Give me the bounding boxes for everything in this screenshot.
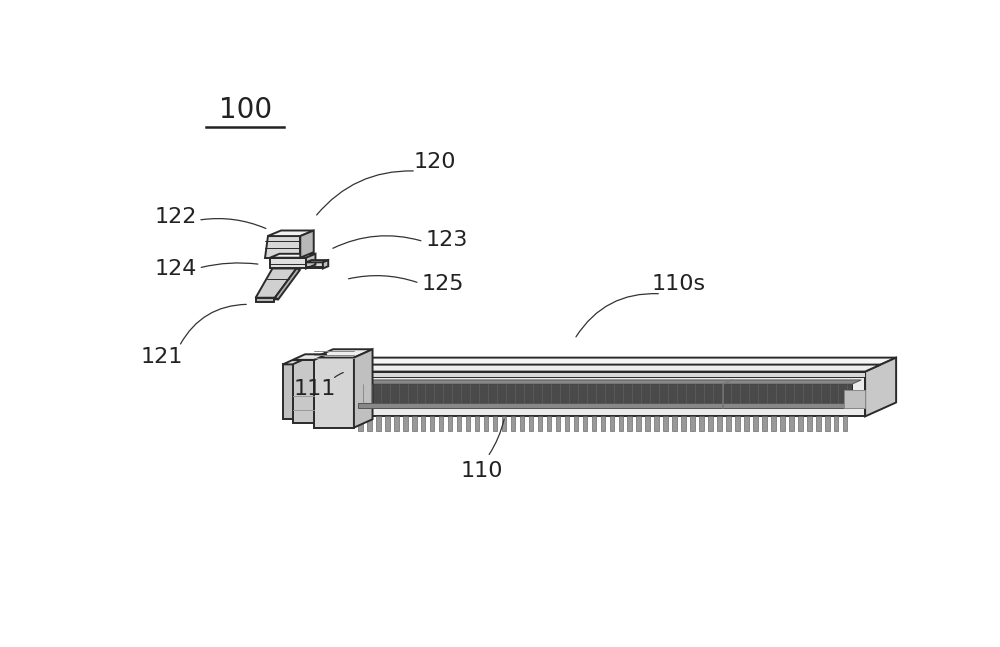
Bar bbox=[627, 417, 632, 431]
Polygon shape bbox=[354, 349, 373, 428]
Bar bbox=[439, 417, 443, 431]
Polygon shape bbox=[358, 403, 852, 408]
Bar bbox=[592, 417, 596, 431]
Bar bbox=[699, 417, 704, 431]
Bar bbox=[717, 417, 722, 431]
Text: 125: 125 bbox=[422, 274, 464, 294]
Bar bbox=[636, 417, 641, 431]
Polygon shape bbox=[338, 371, 865, 377]
Polygon shape bbox=[314, 349, 373, 358]
Polygon shape bbox=[300, 230, 314, 258]
Bar bbox=[780, 417, 785, 431]
Polygon shape bbox=[338, 358, 896, 371]
Polygon shape bbox=[256, 298, 274, 302]
Bar bbox=[816, 417, 821, 431]
Polygon shape bbox=[293, 360, 314, 423]
Polygon shape bbox=[306, 260, 328, 262]
Bar bbox=[403, 417, 408, 431]
Bar bbox=[502, 417, 506, 431]
Bar bbox=[744, 417, 749, 431]
Bar bbox=[619, 417, 623, 431]
Bar bbox=[726, 417, 731, 431]
Bar bbox=[529, 417, 533, 431]
Polygon shape bbox=[256, 269, 296, 298]
Bar bbox=[789, 417, 794, 431]
Bar bbox=[672, 417, 677, 431]
Bar bbox=[807, 417, 812, 431]
Polygon shape bbox=[270, 254, 315, 258]
Bar bbox=[385, 417, 390, 431]
Polygon shape bbox=[306, 262, 323, 269]
Polygon shape bbox=[268, 230, 314, 236]
Bar bbox=[475, 417, 479, 431]
Bar bbox=[753, 417, 758, 431]
Polygon shape bbox=[270, 258, 306, 269]
Polygon shape bbox=[283, 360, 302, 364]
Bar bbox=[421, 417, 425, 431]
Polygon shape bbox=[338, 365, 881, 371]
Bar bbox=[601, 417, 605, 431]
Bar bbox=[645, 417, 650, 431]
Polygon shape bbox=[323, 260, 328, 269]
Text: 124: 124 bbox=[154, 259, 197, 280]
Bar bbox=[511, 417, 515, 431]
Text: 110: 110 bbox=[460, 461, 503, 481]
Text: 100: 100 bbox=[219, 96, 272, 124]
Bar bbox=[681, 417, 686, 431]
Text: 120: 120 bbox=[414, 152, 456, 172]
Text: 122: 122 bbox=[154, 207, 197, 227]
Bar bbox=[610, 417, 614, 431]
Polygon shape bbox=[265, 236, 300, 258]
Polygon shape bbox=[314, 358, 354, 428]
Bar bbox=[735, 417, 740, 431]
Bar bbox=[520, 417, 524, 431]
Text: 111: 111 bbox=[294, 379, 336, 399]
Bar bbox=[367, 417, 372, 431]
Bar bbox=[843, 417, 847, 431]
Bar bbox=[538, 417, 542, 431]
Bar bbox=[448, 417, 452, 431]
Bar bbox=[663, 417, 668, 431]
Bar bbox=[834, 417, 838, 431]
Bar bbox=[457, 417, 461, 431]
Polygon shape bbox=[256, 298, 278, 300]
Polygon shape bbox=[306, 254, 315, 269]
Bar bbox=[654, 417, 659, 431]
Bar bbox=[376, 417, 381, 431]
Polygon shape bbox=[865, 358, 896, 417]
Bar bbox=[690, 417, 695, 431]
Bar bbox=[484, 417, 488, 431]
Bar bbox=[708, 417, 713, 431]
Bar bbox=[798, 417, 803, 431]
Polygon shape bbox=[275, 269, 300, 300]
Text: 121: 121 bbox=[141, 347, 183, 367]
Bar bbox=[412, 417, 417, 431]
Text: 123: 123 bbox=[425, 230, 468, 250]
Polygon shape bbox=[293, 355, 327, 360]
Polygon shape bbox=[844, 390, 865, 408]
Bar bbox=[762, 417, 767, 431]
Bar bbox=[574, 417, 578, 431]
Polygon shape bbox=[358, 380, 861, 384]
Bar bbox=[771, 417, 776, 431]
Bar bbox=[358, 417, 363, 431]
Bar bbox=[825, 417, 830, 431]
Polygon shape bbox=[283, 364, 293, 419]
Bar bbox=[547, 417, 551, 431]
Bar bbox=[493, 417, 497, 431]
Bar bbox=[583, 417, 587, 431]
Bar bbox=[556, 417, 560, 431]
Polygon shape bbox=[358, 384, 852, 408]
Bar bbox=[466, 417, 470, 431]
Polygon shape bbox=[338, 371, 865, 417]
Text: 110s: 110s bbox=[652, 274, 706, 294]
Bar bbox=[394, 417, 399, 431]
Bar bbox=[565, 417, 569, 431]
Bar bbox=[430, 417, 434, 431]
